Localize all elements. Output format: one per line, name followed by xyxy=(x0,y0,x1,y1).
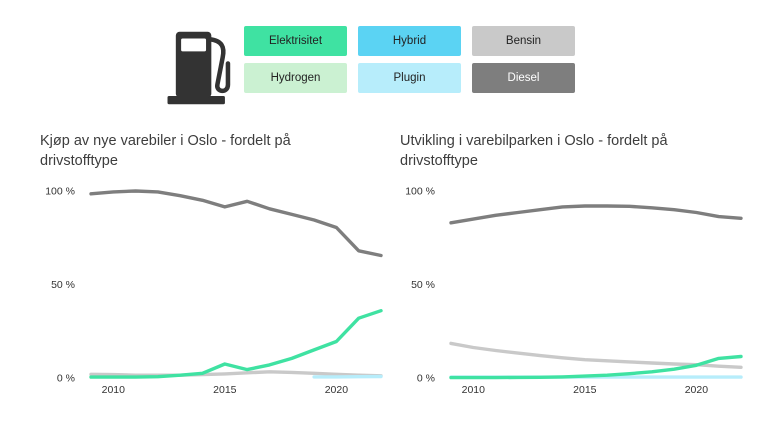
chart-title: Utvikling i varebilparken i Oslo - forde… xyxy=(400,133,668,169)
series-line-bensin xyxy=(89,370,383,378)
line-chart-new-van-purchases: 0 % 50 % 100 % 2010 2015 2020 xyxy=(35,183,390,401)
fuel-pump-icon xyxy=(167,31,231,105)
chart-title: Kjøp av nye varebiler i Oslo - fordelt p… xyxy=(40,133,291,169)
y-axis-tick-label: 0 % xyxy=(417,373,435,385)
x-axis-tick-label: 2015 xyxy=(573,384,597,396)
x-axis-tick-label: 2020 xyxy=(325,384,349,396)
y-axis-tick-label: 50 % xyxy=(411,279,435,291)
chart-van-fleet-development: Utvikling i varebilparken i Oslo - forde… xyxy=(395,132,750,401)
x-axis-tick-label: 2010 xyxy=(462,384,486,396)
x-axis-tick-label: 2010 xyxy=(102,384,126,396)
series-line-elektrisitet xyxy=(449,354,743,380)
line-chart-van-fleet-development: 0 % 50 % 100 % 2010 2015 2020 xyxy=(395,183,750,401)
legend-button-diesel[interactable]: Diesel xyxy=(472,63,575,93)
y-axis-tick-label: 50 % xyxy=(51,279,75,291)
y-axis-tick-label: 0 % xyxy=(57,373,75,385)
legend-button-bensin[interactable]: Bensin xyxy=(472,26,575,56)
x-axis-tick-label: 2020 xyxy=(685,384,709,396)
chart-new-van-purchases: Kjøp av nye varebiler i Oslo - fordelt p… xyxy=(35,132,390,401)
series-line-diesel xyxy=(89,189,383,258)
fuel-type-legend: Elektrisitet Hybrid Bensin Hydrogen Plug… xyxy=(244,26,575,93)
x-axis-tick-label: 2015 xyxy=(213,384,237,396)
series-line-diesel xyxy=(449,204,743,225)
legend-button-hydrogen[interactable]: Hydrogen xyxy=(244,63,347,93)
legend-button-elektrisitet[interactable]: Elektrisitet xyxy=(244,26,347,56)
legend-button-plugin[interactable]: Plugin xyxy=(358,63,461,93)
header: Elektrisitet Hybrid Bensin Hydrogen Plug… xyxy=(166,26,575,108)
series-line-elektrisitet xyxy=(89,309,383,379)
y-axis-tick-label: 100 % xyxy=(405,186,435,198)
legend-button-hybrid[interactable]: Hybrid xyxy=(358,26,461,56)
y-axis-tick-label: 100 % xyxy=(45,186,75,198)
